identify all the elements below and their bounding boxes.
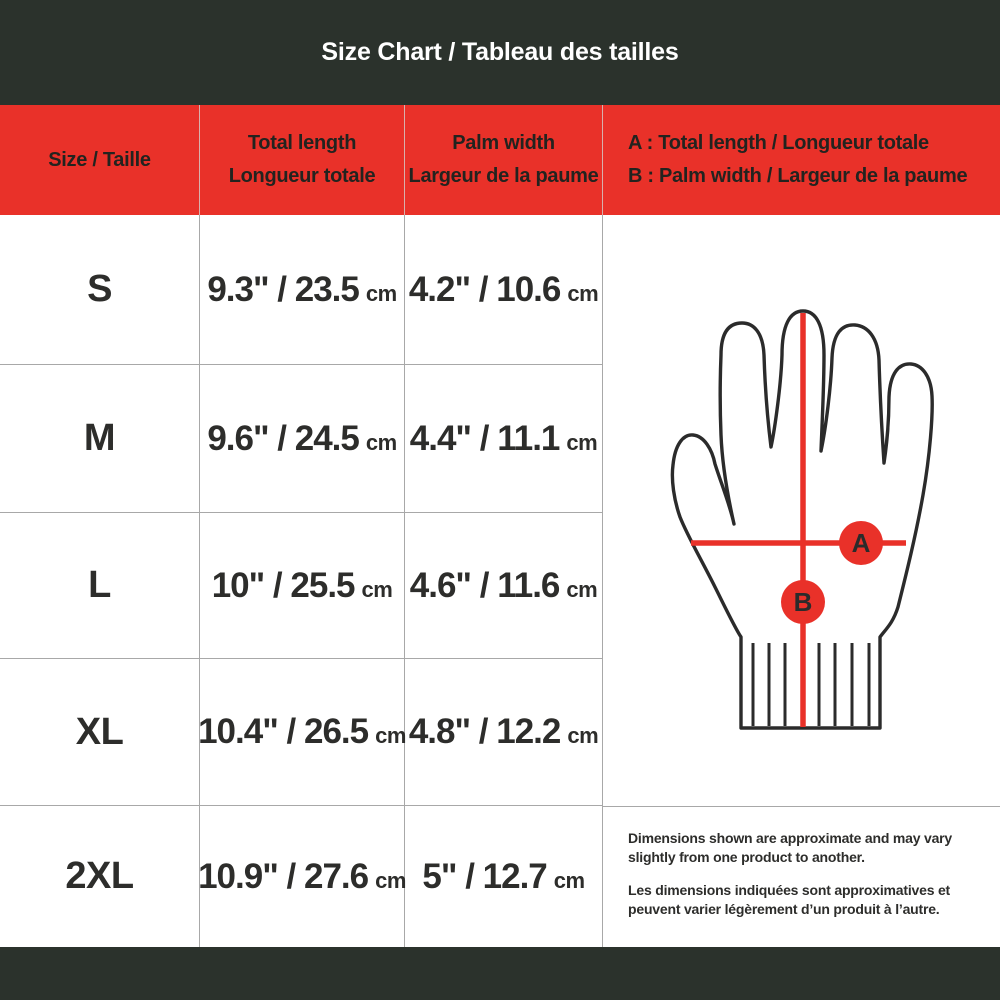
disclaimer-box: Dimensions shown are approximate and may… [603,806,1000,947]
palm-width-cell: 5" / 12.7 cm [405,806,603,947]
label-a: A [852,528,871,558]
palm-width-value: 4.4" / 11.1 [409,418,561,458]
label-b-circle [781,580,825,624]
label-a-circle [839,521,883,565]
diagram-panel: A B Dimensions shown are approximate and… [603,215,1000,947]
header-size-label: Size / Taille [48,148,151,171]
size-cell: 2XL [0,806,200,947]
size-cell: L [0,513,200,659]
label-b: B [794,587,813,617]
total-length-cell: 10.9" / 27.6 cm [198,806,406,947]
header-measurement-legend: A : Total length / Longueur totale B : P… [603,105,1000,215]
size-cell: S [0,215,200,365]
size-label: L [88,564,111,606]
table-row-l: L 10" / 25.5 cm 4.6" / 11.6 cm [0,513,603,659]
total-length-cell: 9.6" / 24.5 cm [200,365,405,513]
size-label: 2XL [65,855,134,897]
total-length-unit: cm [365,280,397,306]
legend-line-b: B : Palm width / Largeur de la paume [628,165,968,187]
glove-illustration: A B [670,309,934,730]
palm-width-value: 5" / 12.7 [422,856,547,896]
table-row-xl: XL 10.4" / 26.5 cm 4.8" / 12.2 cm [0,659,603,806]
palm-width-unit: cm [566,429,598,455]
total-length-value: 10.4" / 26.5 [198,712,369,751]
palm-width-unit: cm [567,280,599,306]
total-length-unit: cm [375,867,406,893]
title-bar: Size Chart / Tableau des tailles [0,0,1000,105]
palm-width-value: 4.2" / 10.6 [408,269,562,309]
palm-width-cell: 4.8" / 12.2 cm [405,659,603,806]
palm-width-value: 4.8" / 12.2 [408,712,562,751]
table-row-m: M 9.6" / 24.5 cm 4.4" / 11.1 cm [0,365,603,513]
header-size: Size / Taille [0,105,200,215]
size-label: M [83,417,116,459]
total-length-cell: 10.4" / 26.5 cm [198,659,406,806]
palm-width-cell: 4.6" / 11.6 cm [405,513,603,659]
table-row-s: S 9.3" / 23.5 cm 4.2" / 10.6 cm [0,215,603,365]
header-palm-width-fr: Largeur de la paume [408,165,599,187]
header-total-length-en: Total length [247,132,357,154]
palm-width-unit: cm [553,867,585,893]
page-title: Size Chart / Tableau des tailles [321,38,679,66]
palm-width-unit: cm [566,576,598,602]
total-length-value: 9.6" / 24.5 [207,418,360,458]
table-row-2xl: 2XL 10.9" / 27.6 cm 5" / 12.7 cm [0,806,603,947]
table-header-row: Size / Taille Total length Longueur tota… [0,105,1000,215]
total-length-unit: cm [365,429,397,455]
bottom-bar [0,947,1000,1000]
palm-width-cell: 4.4" / 11.1 cm [405,365,603,513]
header-total-length-fr: Longueur totale [228,165,376,187]
size-table-body: S 9.3" / 23.5 cm 4.2" / 10.6 cm M 9.6" / 2… [0,215,603,947]
total-length-unit: cm [375,723,406,748]
palm-width-unit: cm [567,723,599,748]
total-length-unit: cm [361,576,393,602]
header-palm-width-en: Palm width [452,132,555,154]
total-length-value: 10" / 25.5 [211,565,356,605]
total-length-value: 9.3" / 23.5 [207,269,360,309]
legend-line-a: A : Total length / Longueur totale [628,132,929,154]
disclaimer-fr: Les dimensions indiquées sont approximat… [628,881,951,917]
palm-width-value: 4.6" / 11.6 [409,565,561,605]
disclaimer-en: Dimensions shown are approximate and may… [628,830,953,866]
glove-diagram: A B [603,215,1000,806]
header-palm-width: Palm width Largeur de la paume [405,105,603,215]
header-total-length: Total length Longueur totale [200,105,405,215]
size-label: XL [75,710,124,753]
size-cell: M [0,365,200,513]
total-length-cell: 10" / 25.5 cm [200,513,405,659]
palm-width-cell: 4.2" / 10.6 cm [405,215,603,365]
cuff-ribs [751,643,871,726]
total-length-cell: 9.3" / 23.5 cm [200,215,405,365]
size-label: S [87,268,112,310]
size-cell: XL [0,659,200,806]
total-length-value: 10.9" / 27.6 [198,856,369,896]
